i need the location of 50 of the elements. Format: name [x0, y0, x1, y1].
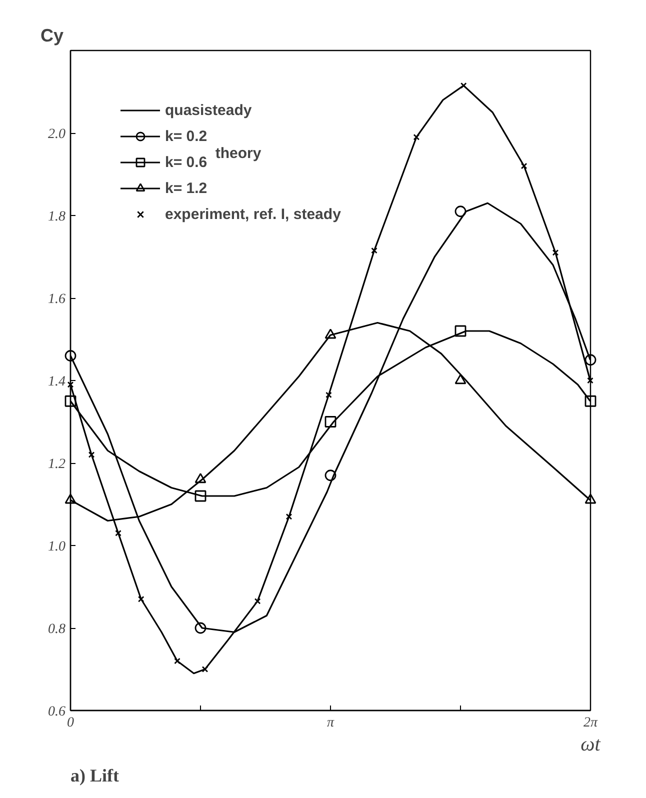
point — [454, 206, 466, 218]
point — [88, 452, 95, 458]
point — [584, 494, 596, 504]
point — [460, 82, 467, 89]
point — [413, 134, 420, 140]
point — [194, 622, 206, 634]
legend-label: quasisteady — [165, 102, 252, 118]
point — [286, 513, 292, 520]
y-tick-label: 0.6 — [48, 704, 66, 720]
x-tick-label: 2π — [583, 716, 598, 730]
point — [324, 328, 336, 339]
point — [115, 530, 122, 536]
legend-label: k= 1.2 — [165, 180, 208, 196]
point — [324, 470, 336, 482]
point — [64, 350, 76, 362]
point — [326, 392, 332, 398]
y-tick-label: 1.2 — [48, 457, 66, 472]
legend-label: k= 0.6 — [165, 154, 208, 170]
y-axis-title: Cy — [40, 26, 64, 46]
point — [520, 162, 528, 170]
point — [324, 416, 336, 428]
point — [454, 374, 466, 384]
y-tick-label: 0.8 — [48, 622, 66, 637]
point — [254, 598, 261, 604]
point — [587, 377, 594, 384]
point — [174, 658, 180, 664]
annotation: theory — [215, 144, 262, 162]
x-tick-label: π — [326, 716, 335, 730]
x-tick-label: 0 — [67, 716, 74, 730]
legend-label: experiment, ref. I, steady — [165, 206, 341, 222]
point — [64, 395, 76, 407]
y-tick-label: 1.6 — [48, 292, 66, 307]
point — [454, 325, 466, 337]
point — [371, 247, 378, 254]
point — [584, 395, 596, 407]
point — [552, 249, 559, 256]
point — [64, 494, 76, 504]
y-tick-label: 2.0 — [48, 127, 66, 142]
point — [194, 490, 206, 502]
y-tick-label: 1.0 — [48, 540, 66, 554]
y-tick-label: 1.4 — [48, 374, 66, 390]
point — [194, 473, 206, 484]
point — [202, 666, 208, 672]
x-axis-title: ωt — [580, 734, 601, 756]
text: a) Lift — [70, 766, 119, 786]
point — [67, 381, 74, 388]
point — [584, 354, 596, 366]
point — [138, 596, 144, 602]
y-tick-label: 1.8 — [48, 210, 66, 224]
legend-label: k= 0.2 — [165, 128, 208, 144]
